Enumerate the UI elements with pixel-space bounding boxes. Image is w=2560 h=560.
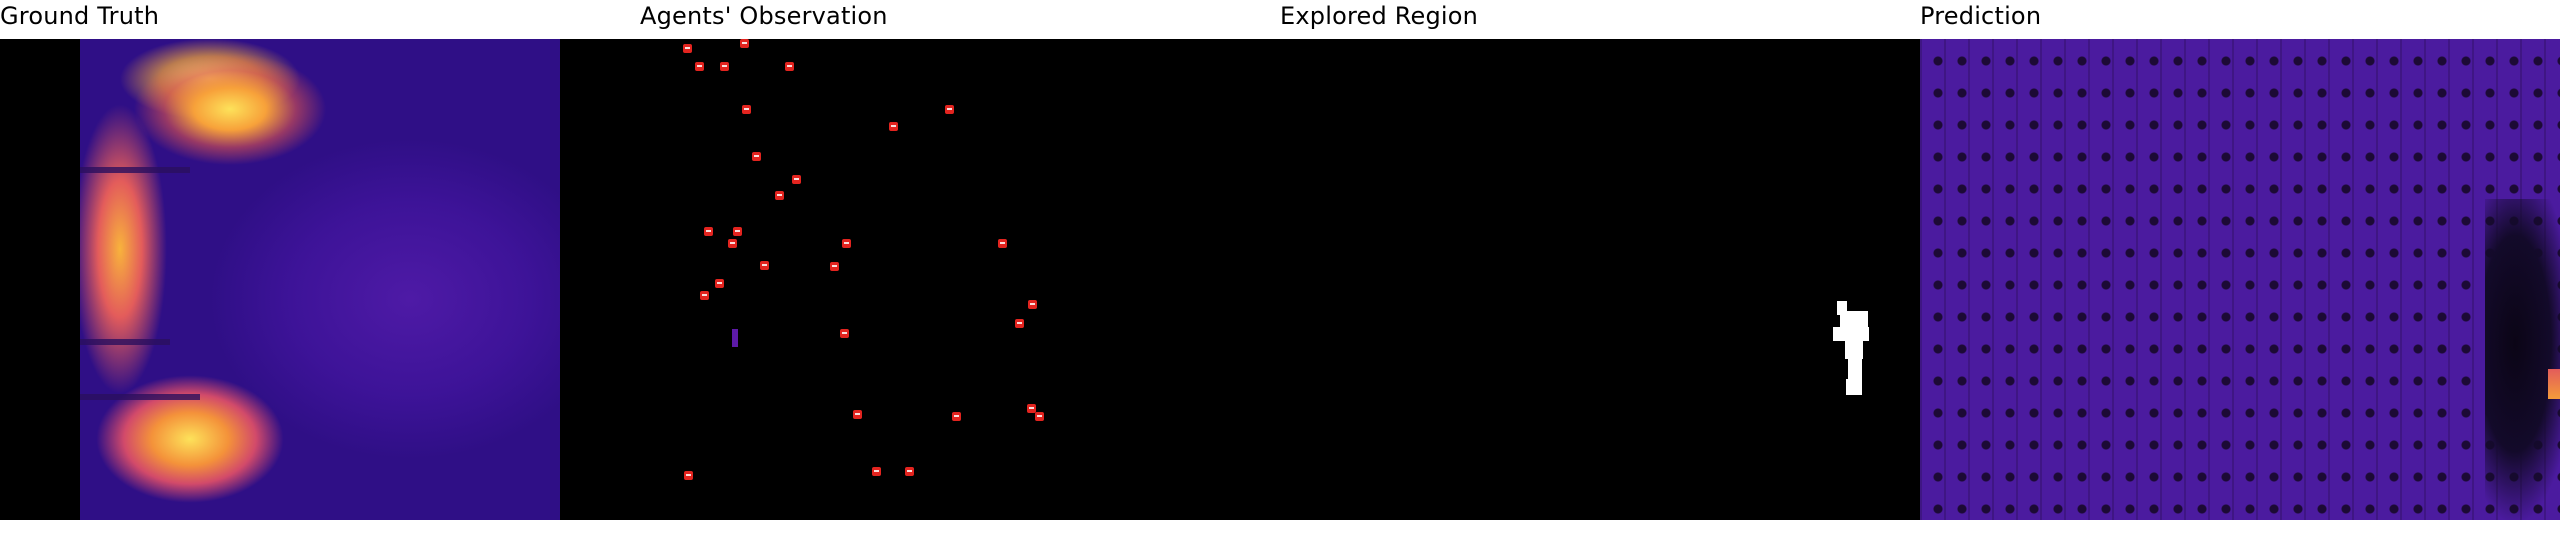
ground-truth-heatmap <box>80 39 560 520</box>
agent-marker <box>740 39 749 48</box>
agent-marker <box>830 262 839 271</box>
observed-pixel <box>732 329 738 347</box>
agent-marker <box>945 105 954 114</box>
agent-marker <box>872 467 881 476</box>
explored-area <box>1840 311 1868 329</box>
prediction-heatmap <box>1920 39 2560 520</box>
heatmap-stripe <box>80 167 190 173</box>
agent-marker <box>840 329 849 338</box>
agent-marker <box>889 122 898 131</box>
prediction-hot-spot <box>2548 369 2560 399</box>
agent-marker <box>905 467 914 476</box>
agent-marker <box>695 62 704 71</box>
agents-observation-title: Agents' Observation <box>640 2 888 30</box>
prediction-title: Prediction <box>1920 2 2042 30</box>
agent-marker <box>742 105 751 114</box>
agent-marker <box>700 291 709 300</box>
explored-area <box>1833 327 1869 341</box>
agent-marker <box>715 279 724 288</box>
agent-marker <box>842 239 851 248</box>
agent-marker <box>792 175 801 184</box>
explored-area <box>1846 379 1862 395</box>
agent-marker <box>728 239 737 248</box>
agent-marker <box>1035 412 1044 421</box>
agents-observation-panel <box>640 39 1280 520</box>
agent-marker <box>704 227 713 236</box>
ground-truth-title: Ground Truth <box>0 2 160 30</box>
agent-marker <box>1028 300 1037 309</box>
explored-area <box>1845 339 1863 359</box>
agent-marker <box>952 412 961 421</box>
prediction-dark-region <box>2485 199 2560 520</box>
agent-marker <box>1015 319 1024 328</box>
agent-marker <box>853 410 862 419</box>
explored-region-title: Explored Region <box>1280 2 1479 30</box>
agent-marker <box>733 227 742 236</box>
agent-marker <box>684 471 693 480</box>
agent-marker <box>720 62 729 71</box>
ground-truth-panel <box>0 39 640 520</box>
agent-marker <box>760 261 769 270</box>
prediction-panel <box>1920 39 2560 520</box>
explored-area <box>1837 301 1847 315</box>
explored-region-panel <box>1280 39 1920 520</box>
heatmap-stripe <box>80 339 170 345</box>
agent-marker <box>752 152 761 161</box>
agent-marker <box>998 239 1007 248</box>
heatmap-stripe <box>80 394 200 400</box>
agent-marker <box>683 44 692 53</box>
agent-marker <box>1027 404 1036 413</box>
agent-marker <box>775 191 784 200</box>
agent-marker <box>785 62 794 71</box>
